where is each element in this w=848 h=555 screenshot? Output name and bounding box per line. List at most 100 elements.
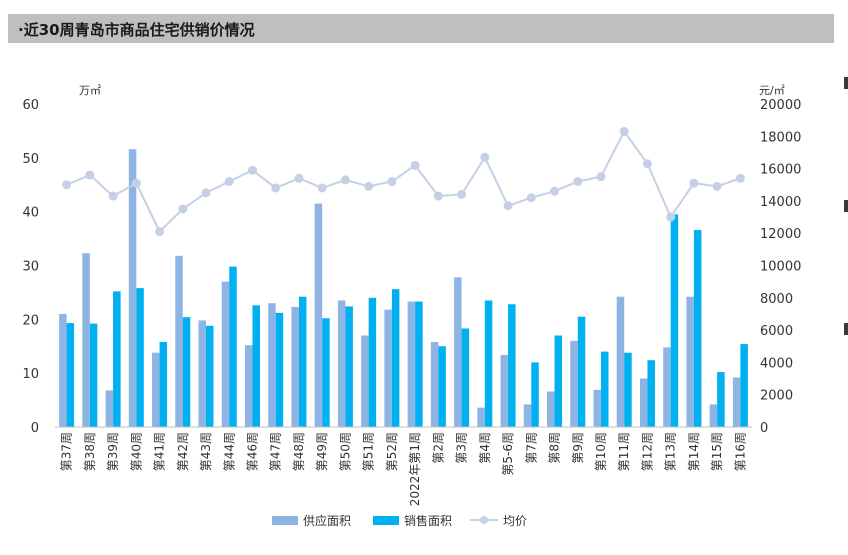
x-tick-label: 第43周 (199, 432, 213, 471)
supply-bar (570, 340, 578, 427)
supply-bar (547, 391, 555, 427)
sales-bar (647, 360, 655, 427)
right-tick-label: 16000 (760, 163, 801, 178)
sales-bar (89, 323, 98, 427)
sales-bar (600, 351, 609, 427)
sales-bar (484, 300, 493, 427)
price-point (247, 165, 257, 175)
price-point (294, 173, 304, 183)
price-point (480, 152, 490, 162)
supply-bar (616, 296, 625, 427)
legend-label-sales: 销售面积 (404, 513, 452, 528)
price-point (155, 227, 165, 237)
right-tick-label: 18000 (760, 130, 801, 145)
sales-bar (531, 362, 539, 427)
header-bar (8, 14, 834, 43)
supply-bar (128, 149, 137, 427)
sales-bar (391, 289, 400, 427)
legend: 供应面积 销售面积 均价 (272, 513, 527, 528)
sales-bar (693, 229, 702, 427)
supply-bar (175, 255, 183, 427)
legend-swatch-supply (272, 516, 298, 525)
left-tick-label: 60 (22, 98, 39, 113)
x-tick-label: 第15周 (710, 432, 724, 471)
x-tick-label: 第10周 (594, 432, 608, 471)
supply-bar (477, 407, 485, 427)
price-point (712, 181, 722, 191)
x-tick-label: 第38周 (83, 432, 97, 471)
supply-bar (384, 309, 392, 427)
sales-bar (461, 328, 470, 427)
left-tick-label: 20 (22, 313, 39, 328)
price-point (317, 183, 327, 193)
x-tick-label: 第3周 (455, 432, 469, 464)
price-point (433, 191, 443, 201)
sales-bar (554, 335, 563, 427)
price-point (364, 181, 374, 191)
price-point (735, 173, 745, 183)
legend-marker-price (480, 516, 488, 524)
x-tick-label: 第44周 (222, 432, 236, 471)
x-tick-label: 第5-6周 (501, 432, 515, 476)
x-tick-label: 第8周 (548, 432, 562, 464)
sales-bar (136, 288, 144, 427)
sales-bar (740, 344, 748, 427)
right-tick-label: 4000 (760, 356, 793, 371)
supply-bar (361, 335, 369, 427)
sales-bar (508, 304, 516, 427)
price-point (108, 191, 118, 201)
price-point (224, 177, 234, 187)
price-point (178, 204, 188, 214)
right-tick-label: 2000 (760, 389, 793, 404)
supply-bar (314, 203, 323, 427)
supply-bar (268, 303, 276, 427)
x-tick-label: 第46周 (245, 432, 259, 471)
x-tick-label: 第41周 (153, 432, 167, 471)
x-tick-label: 第42周 (176, 432, 190, 471)
x-tick-label: 第47周 (269, 432, 283, 471)
supply-bar (152, 352, 160, 427)
supply-bar (523, 404, 532, 427)
supply-bar (337, 300, 346, 427)
sales-bar (298, 296, 307, 427)
page-title: ·近30周青岛市商品住宅供销价情况 (18, 21, 255, 39)
sales-bar (670, 214, 679, 427)
sales-bar (717, 372, 725, 427)
price-point (550, 186, 560, 196)
right-axis-unit: 元/㎡ (759, 84, 785, 97)
supply-bar (686, 296, 694, 427)
supply-bar (82, 253, 90, 427)
supply-bar (244, 345, 253, 427)
legend-swatch-sales (373, 516, 399, 525)
legend-label-price: 均价 (503, 514, 527, 528)
price-point (457, 189, 467, 199)
price-point (201, 188, 211, 198)
legend-label-supply: 供应面积 (303, 513, 351, 528)
right-tick-label: 10000 (760, 260, 801, 275)
price-line (66, 129, 741, 234)
price-point (271, 183, 281, 193)
sales-bar (182, 317, 191, 427)
x-tick-label: 第4周 (478, 432, 492, 464)
sales-bar (368, 297, 377, 427)
edge-mark (844, 323, 848, 335)
supply-bar (291, 306, 299, 427)
price-point (596, 172, 606, 182)
x-tick-label: 第48周 (292, 432, 306, 471)
price-point (642, 159, 652, 169)
supply-bar (198, 320, 207, 427)
x-tick-label: 第11周 (617, 432, 631, 471)
supply-bar (709, 404, 718, 427)
x-tick-label: 第37周 (60, 432, 74, 471)
right-tick-label: 12000 (760, 227, 801, 242)
left-tick-label: 50 (22, 152, 39, 167)
x-tick-label: 第13周 (664, 432, 678, 471)
edge-mark (844, 200, 848, 212)
price-point (526, 193, 536, 203)
supply-bar (732, 377, 741, 427)
supply-bar (454, 277, 462, 427)
left-axis-unit: 万㎡ (79, 84, 101, 97)
sales-bar (415, 301, 423, 427)
sales-bar (159, 341, 168, 427)
